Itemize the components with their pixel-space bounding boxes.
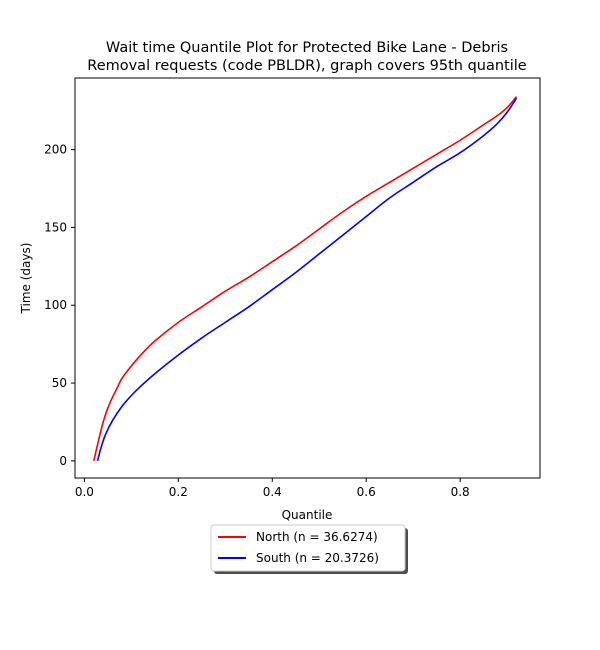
y-tick-label: 150 <box>44 220 67 234</box>
x-tick-label: 0.6 <box>357 485 376 499</box>
x-tick-label: 0.4 <box>263 485 282 499</box>
x-axis-label: Quantile <box>282 508 333 522</box>
plot-area <box>74 77 541 479</box>
x-tick-label: 0.8 <box>451 485 470 499</box>
legend-label-north: North (n = 36.6274) <box>256 530 378 544</box>
y-axis-label: Time (days) <box>19 243 33 315</box>
series-line-north <box>93 96 518 462</box>
y-axis-ticks: 0 50 100 150 200 <box>44 143 75 468</box>
y-tick-label: 0 <box>59 454 67 468</box>
x-axis-ticks: 0.0 0.2 0.4 0.6 0.8 <box>75 478 470 499</box>
chart-title-line-2: Removal requests (code PBLDR), graph cov… <box>87 58 527 74</box>
y-tick-label: 50 <box>52 376 67 390</box>
x-tick-label: 0.0 <box>75 485 94 499</box>
y-tick-label: 200 <box>44 143 67 157</box>
y-tick-label: 100 <box>44 298 67 312</box>
chart-title-line-1: Wait time Quantile Plot for Protected Bi… <box>106 40 508 56</box>
series-line-south <box>96 97 518 462</box>
legend: North (n = 36.6274) South (n = 20.3726) <box>210 524 408 574</box>
legend-label-south: South (n = 20.3726) <box>256 551 379 565</box>
series-lines <box>93 96 518 462</box>
legend-box <box>210 524 406 572</box>
x-tick-label: 0.2 <box>169 485 188 499</box>
